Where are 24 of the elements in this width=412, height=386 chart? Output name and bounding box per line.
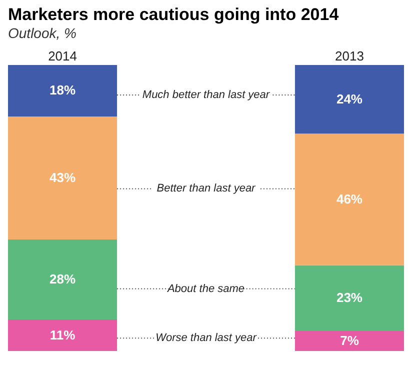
chart-title: Marketers more cautious going into 2014 xyxy=(8,5,340,24)
data-label: 7% xyxy=(340,332,360,348)
text: Much better than last year xyxy=(142,89,271,102)
bar xyxy=(8,320,118,351)
bar xyxy=(294,265,404,331)
data-label: 18% xyxy=(50,82,76,98)
text: Worse than last year xyxy=(156,332,258,344)
bar xyxy=(8,65,118,116)
bar xyxy=(294,330,404,351)
bar xyxy=(8,239,118,320)
x-tick-label: 2014 xyxy=(48,48,77,64)
data-label: 24% xyxy=(336,91,363,106)
text: About the same xyxy=(166,282,245,295)
data-label: 28% xyxy=(50,272,76,286)
data-label: 43% xyxy=(50,170,76,185)
data-label: 23% xyxy=(336,290,363,306)
text: Better than last year xyxy=(156,182,257,195)
x-tick-label: 2013 xyxy=(335,48,364,64)
chart-subtitle: Outlook, % xyxy=(8,25,76,41)
bar xyxy=(8,116,118,240)
bar xyxy=(294,65,404,134)
data-label: 46% xyxy=(336,191,363,206)
data-label: 11% xyxy=(50,327,76,342)
bar xyxy=(294,134,404,266)
